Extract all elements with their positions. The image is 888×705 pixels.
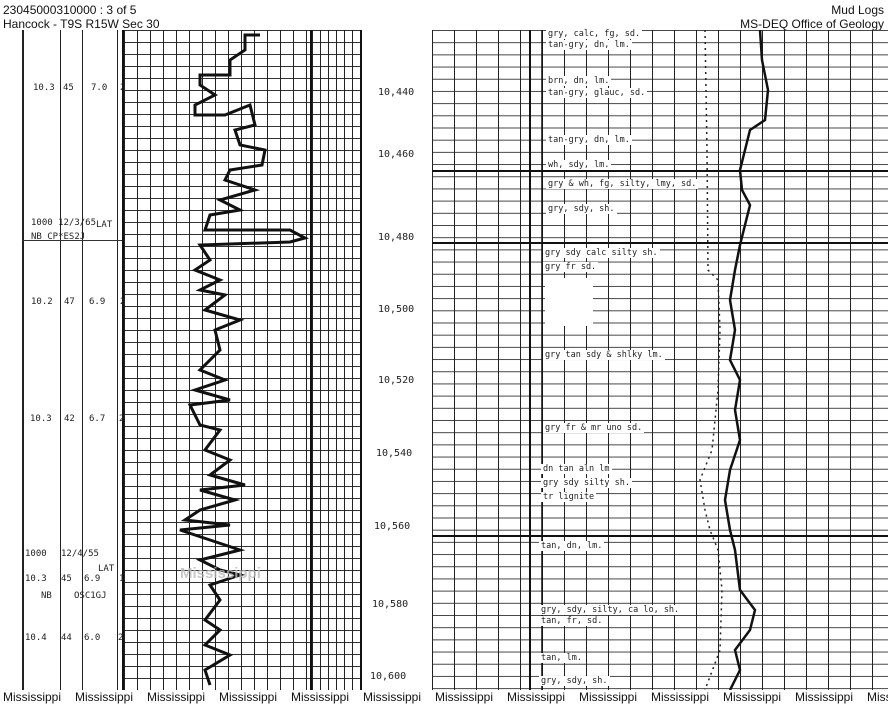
footer-label: Mississippi (723, 690, 782, 704)
footer-label: Mississippi (75, 690, 134, 704)
mud-viscosity: 42 (64, 414, 75, 424)
column-divider (82, 30, 83, 690)
watermark: Mississippi (180, 565, 261, 582)
lithology-description: gry tan sdy & shlky lm. (543, 350, 665, 360)
mud-viscosity: 45 (63, 83, 74, 93)
lithology-description: gry & wh, fg, silty, lmy, sd. (546, 179, 699, 189)
depth-label: 10,540 (376, 448, 413, 459)
mud-ph: 6.0 (84, 633, 101, 643)
footer-label: Mississippi (219, 690, 278, 704)
column-divider (22, 30, 24, 690)
mud-note: 1000 12/3/65 (31, 218, 97, 228)
doc-id: 23045000310000 : 3 of 5 (3, 3, 137, 17)
mud-note: 12/4/55 (61, 549, 99, 559)
footer-label: Mississippi (291, 690, 350, 704)
lithology-description: gry sdy silty sh. (541, 478, 632, 488)
footer-label: Mississippi (435, 690, 494, 704)
lithology-description: gry, sdy, sh. (546, 204, 617, 214)
mud-weight: 10.4 (25, 633, 47, 643)
mud-viscosity: 44 (61, 633, 72, 643)
mud-tag: LAT (96, 220, 113, 230)
lithology-description: gry, sdy, silty, ca lo, sh. (539, 605, 682, 615)
mud-weight: 10.3 (33, 83, 55, 93)
mud-ph: 6.9 (84, 574, 101, 584)
row-divider (22, 240, 122, 241)
lithology-column-grid (310, 30, 362, 690)
lithology-description: tan-gry, glauc, sd. (546, 88, 648, 98)
lithology-description: tan, dn, lm. (539, 541, 605, 551)
mud-note: NB (41, 591, 52, 601)
lithology-description: tr lignite (541, 492, 597, 502)
mud-ph: 6.9 (89, 297, 106, 307)
mud-code: 2 (120, 297, 126, 307)
mud-code: 1 (119, 574, 125, 584)
lithology-description: tan, lm. (539, 653, 584, 663)
mud-note: NB CP*ES2J (31, 232, 86, 242)
row-divider (432, 170, 888, 172)
mud-note: 1000 (25, 549, 47, 559)
mud-weight: 10.3 (30, 414, 52, 424)
footer-label: Mississippi (363, 690, 422, 704)
doc-source: MS-DEQ Office of Geology (740, 17, 884, 31)
drill-rate-curve (179, 33, 310, 686)
gas-log-grid (432, 30, 888, 690)
footer-label: Mississippi (507, 690, 566, 704)
footer-label: Mississippi (651, 690, 710, 704)
depth-label: 10,500 (378, 304, 415, 315)
chromatograph-curve (699, 30, 723, 690)
column-divider (117, 30, 118, 690)
footer-label: Mississippi (3, 690, 62, 704)
footer-watermark-strip: Mississippi Mississippi Mississippi Miss… (0, 690, 888, 705)
mud-code: 2 (118, 633, 124, 643)
mud-viscosity: 45 (61, 574, 72, 584)
lithology-description: gry sdy calc silty sh. (543, 248, 660, 258)
depth-label: 10,560 (374, 521, 411, 532)
mud-weight: 10.2 (31, 297, 53, 307)
row-divider (432, 242, 888, 244)
mud-log-scan: 10.3 45 7.0 2 1000 12/3/65 LAT NB CP*ES2… (0, 29, 888, 690)
depth-label: 10,600 (370, 671, 407, 682)
lithology-description: brn, dn, lm. (546, 76, 612, 86)
depth-label: 10,460 (378, 149, 415, 160)
lithology-description: gry, sdy, sh. (539, 676, 610, 686)
mud-code: 2 (119, 414, 125, 424)
mud-tag: LAT (98, 564, 115, 574)
depth-label: 10,520 (378, 375, 415, 386)
mud-viscosity: 47 (64, 297, 75, 307)
paper-patch (545, 278, 593, 326)
footer-label: Mississippi (795, 690, 854, 704)
footer-label: Mississippi (147, 690, 206, 704)
doc-category: Mud Logs (831, 3, 884, 17)
mud-code: 2 (120, 83, 126, 93)
depth-label: 10,480 (378, 232, 415, 243)
drill-rate-grid (122, 30, 312, 690)
lithology-description: tan-gry, dn, lm. (546, 40, 632, 50)
mud-ph: 6.7 (89, 414, 106, 424)
mud-ph: 7.0 (91, 83, 108, 93)
lithology-description: wh, sdy, lm. (546, 160, 612, 170)
lithology-description: tan, fr, sd. (539, 616, 605, 626)
mud-weight: 10.3 (25, 574, 47, 584)
well-location: Hancock - T9S R15W Sec 30 (3, 17, 160, 31)
depth-label: 10,440 (378, 87, 415, 98)
column-divider (60, 30, 61, 690)
lithology-description: gry, calc, fg, sd. (546, 29, 643, 39)
log-curves (179, 30, 770, 690)
lithology-description: dn tan aln lm (541, 464, 612, 474)
lithology-description: tan-gry, dn, lm. (546, 135, 632, 145)
depth-label: 10,580 (372, 599, 409, 610)
footer-label: Mississippi (867, 690, 888, 704)
lithology-description: gry fr & mr uno sd. (543, 423, 645, 433)
row-divider (432, 535, 888, 537)
footer-label: Mississippi (579, 690, 638, 704)
total-gas-curve (723, 30, 770, 690)
lithology-description: gry fr sd. (543, 262, 599, 272)
mud-note: OSC1GJ (74, 591, 107, 601)
